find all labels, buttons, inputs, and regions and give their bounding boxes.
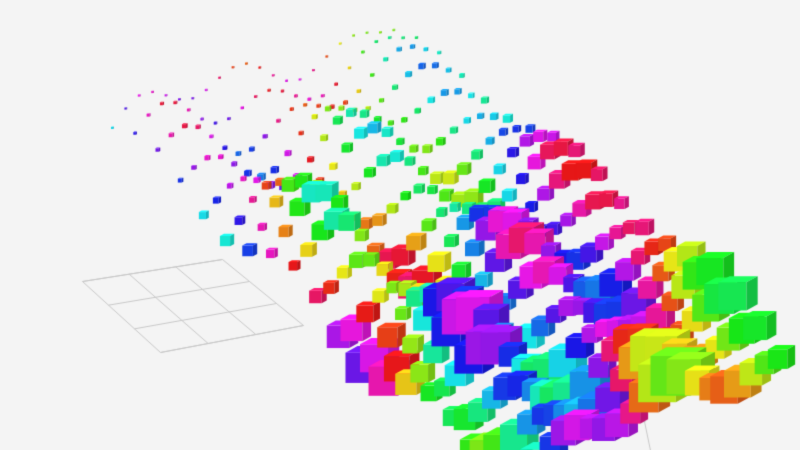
- plot-figure: [0, 0, 800, 450]
- cube-scatter-canvas[interactable]: [0, 0, 800, 450]
